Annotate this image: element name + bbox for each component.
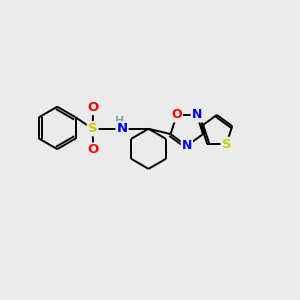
Text: N: N (182, 140, 192, 152)
Text: O: O (172, 109, 182, 122)
Text: S: S (88, 122, 98, 135)
Text: O: O (88, 101, 99, 114)
Text: S: S (221, 138, 231, 151)
Text: H: H (115, 116, 124, 126)
Text: N: N (116, 122, 128, 135)
Text: N: N (192, 109, 202, 122)
Text: O: O (88, 143, 99, 157)
